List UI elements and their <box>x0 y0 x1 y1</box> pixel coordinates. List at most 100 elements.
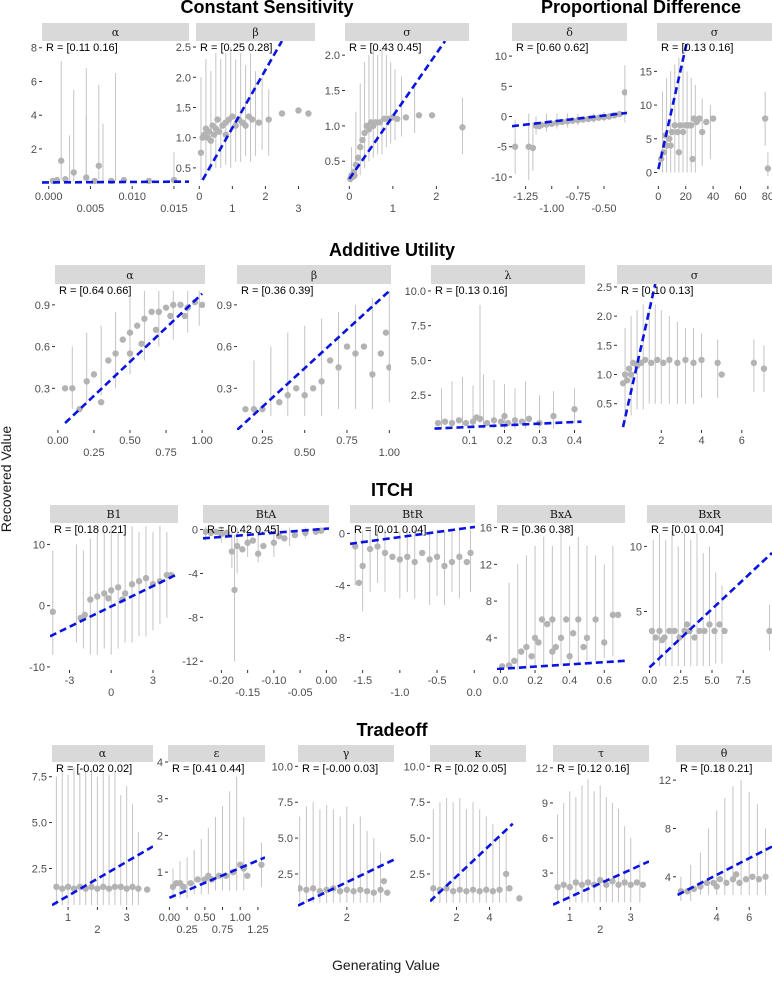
data-point <box>711 628 717 634</box>
data-point <box>127 329 133 335</box>
y-tick-label: 0.9 <box>35 300 50 312</box>
data-point <box>127 350 133 356</box>
y-tick-label: 5 <box>636 606 642 618</box>
data-point <box>653 634 659 640</box>
y-tick-label: 1.5 <box>597 340 612 352</box>
data-point <box>456 417 462 423</box>
x-tick-label: 0.75 <box>336 435 357 447</box>
y-tick-label: 12 <box>659 775 671 787</box>
data-point <box>249 116 255 122</box>
data-point <box>397 556 403 562</box>
facet-strip-label: ε <box>214 747 220 760</box>
x-tick-label: 7.5 <box>736 675 751 687</box>
y-tick-label: 2.5 <box>597 282 612 294</box>
data-point <box>403 114 409 120</box>
data-point <box>615 882 621 888</box>
data-point <box>344 343 350 349</box>
x-tick-label: 0.010 <box>118 191 146 203</box>
plot-area <box>296 802 394 905</box>
data-point <box>367 546 373 552</box>
data-point <box>229 548 235 554</box>
x-tick-label: 0.50 <box>194 912 215 924</box>
data-point <box>714 360 720 366</box>
data-point <box>101 590 107 596</box>
data-point <box>703 119 709 125</box>
plot-area <box>169 777 265 898</box>
data-point <box>94 593 100 599</box>
data-point <box>84 378 90 384</box>
facet-strip-label: β <box>252 26 258 39</box>
y-tick-label: 4 <box>665 872 671 884</box>
y-tick-label: -8 <box>188 612 198 624</box>
data-point <box>592 616 598 622</box>
x-tick-label: 0.6 <box>597 675 612 687</box>
facet-strip-label: τ <box>598 747 604 760</box>
correlation-label: R = [0.41 0.44] <box>172 763 244 775</box>
section-title: ITCH <box>371 480 413 500</box>
plot-area <box>42 61 189 184</box>
data-point <box>457 887 463 893</box>
trend-line <box>237 291 389 430</box>
data-point <box>622 371 628 377</box>
facet-strip-label: κ <box>475 747 482 760</box>
plot-area <box>553 780 649 905</box>
data-point <box>71 169 77 175</box>
data-point <box>648 360 654 366</box>
data-point <box>669 129 675 135</box>
data-point <box>563 616 569 622</box>
data-point <box>256 119 262 125</box>
x-tick-label: 1 <box>65 912 71 924</box>
y-tick-label: 16 <box>480 523 492 535</box>
plot-area <box>62 291 205 423</box>
x-tick-label: 0.1 <box>462 435 477 447</box>
data-point <box>716 621 722 627</box>
data-point <box>271 540 277 546</box>
data-point <box>434 554 440 560</box>
data-point <box>615 612 621 618</box>
data-point <box>136 578 142 584</box>
x-tick-label: -1.00 <box>539 203 564 215</box>
data-point <box>713 883 719 889</box>
data-point <box>512 144 518 150</box>
data-point <box>369 371 375 377</box>
y-tick-label: 8 <box>665 823 671 835</box>
trend-line <box>65 294 202 423</box>
y-tick-label: 5.0 <box>411 355 426 367</box>
facet-strip-label: σ <box>691 269 699 282</box>
data-point <box>279 110 285 116</box>
facet-strip-label: α <box>112 26 120 39</box>
data-point <box>689 156 695 162</box>
plot-area <box>202 526 329 661</box>
trend-line <box>349 41 445 179</box>
x-tick-label: 0.015 <box>160 203 188 215</box>
data-point <box>91 371 97 377</box>
trend-line <box>50 574 178 636</box>
x-tick-label: 0.2 <box>497 435 512 447</box>
data-point <box>530 145 536 151</box>
x-tick-label: 4 <box>714 912 720 924</box>
data-point <box>491 417 497 423</box>
x-tick-label: 3 <box>295 203 301 215</box>
data-point <box>626 365 632 371</box>
facet-strip-label: θ <box>721 747 728 760</box>
data-point <box>87 596 93 602</box>
y-tick-label: 12 <box>536 763 548 775</box>
data-point <box>106 885 112 891</box>
x-tick-label: 0.2 <box>527 675 542 687</box>
section-title: Constant Sensitivity <box>180 0 353 17</box>
y-tick-label: 8 <box>486 596 492 608</box>
y-tick-label: 10 <box>640 100 652 112</box>
data-point <box>58 158 64 164</box>
facet-panel: δR = [0.60 0.62]-10-50510-1.25-1.00-0.75… <box>491 23 628 215</box>
data-point <box>550 413 556 419</box>
data-point <box>356 580 362 586</box>
data-point <box>704 880 710 886</box>
y-tick-label: 5 <box>646 134 652 146</box>
x-tick-label: 2 <box>94 924 100 936</box>
data-point <box>430 885 436 891</box>
data-point <box>50 609 56 615</box>
data-point <box>371 889 377 895</box>
